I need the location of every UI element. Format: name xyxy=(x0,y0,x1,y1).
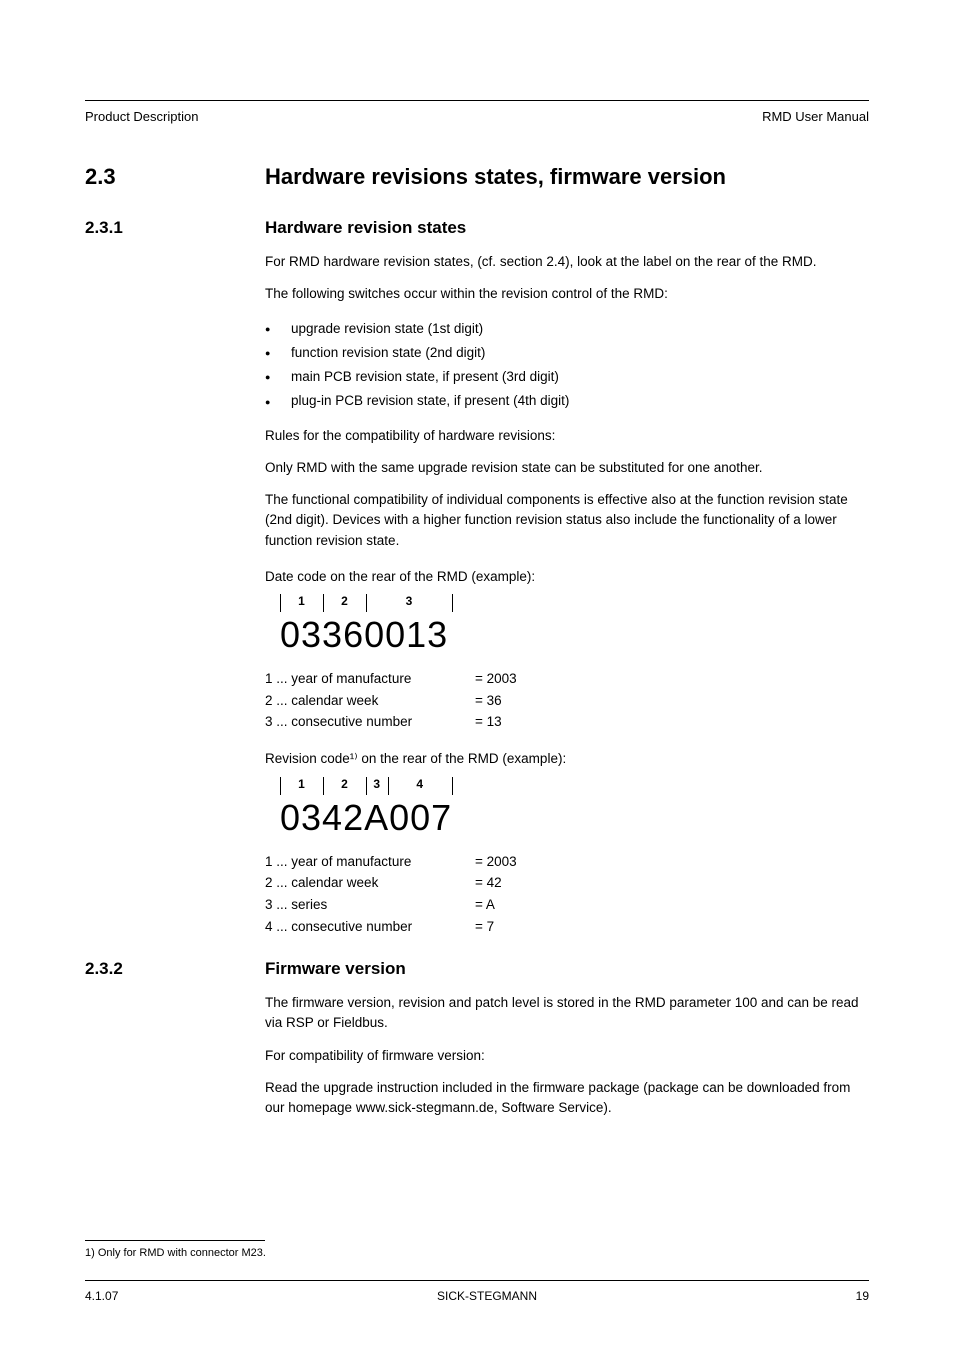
legend-left: 3 ... consecutive number xyxy=(265,711,455,733)
subsection-2-heading: 2.3.2Firmware version xyxy=(85,959,869,979)
legend-right: = 42 xyxy=(475,872,502,894)
sub2-compat-text: Read the upgrade instruction included in… xyxy=(265,1078,869,1119)
legend-right: = 13 xyxy=(475,711,502,733)
subsection-2-number: 2.3.2 xyxy=(85,959,265,979)
segment-tick xyxy=(452,594,453,612)
section-number: 2.3 xyxy=(85,164,265,190)
rev-code-label: Revision code¹⁾ on the rear of the RMD (… xyxy=(265,751,869,767)
subsection-1-title: Hardware revision states xyxy=(265,218,466,237)
subsection-1-number: 2.3.1 xyxy=(85,218,265,238)
legend-row: 2 ... calendar week = 36 xyxy=(265,690,869,712)
list-item: upgrade revision state (1st digit) xyxy=(265,317,869,341)
sub2-text: The firmware version, revision and patch… xyxy=(265,993,869,1034)
switches-list: upgrade revision state (1st digit) funct… xyxy=(265,317,869,414)
sub1-intro: For RMD hardware revision states, (cf. s… xyxy=(265,252,869,272)
sub1-switches-intro: The following switches occur within the … xyxy=(265,284,869,304)
footnote: 1) Only for RMD with connector M23. xyxy=(85,1240,869,1259)
rule-1: Only RMD with the same upgrade revision … xyxy=(265,458,869,478)
rev-code-legend: 1 ... year of manufacture= 20032 ... cal… xyxy=(265,851,869,937)
footer-right: 19 xyxy=(856,1289,869,1303)
legend-row: 1 ... year of manufacture = 2003 xyxy=(265,668,869,690)
date-code-legend: 1 ... year of manufacture= 20032 ... cal… xyxy=(265,668,869,733)
legend-left: 4 ... consecutive number xyxy=(265,916,455,938)
section-title: Hardware revisions states, firmware vers… xyxy=(265,164,726,189)
list-item: plug-in PCB revision state, if present (… xyxy=(265,389,869,413)
list-item: main PCB revision state, if present (3rd… xyxy=(265,365,869,389)
footer-center: SICK-STEGMANN xyxy=(437,1289,537,1303)
header-row: Product Description RMD User Manual xyxy=(85,109,869,124)
date-code-value: 03360013 xyxy=(280,614,448,656)
legend-row: 4 ... consecutive number = 7 xyxy=(265,916,869,938)
subsection-2-title: Firmware version xyxy=(265,959,406,978)
subsection-1-heading: 2.3.1Hardware revision states xyxy=(85,218,869,238)
date-code-diagram: 123 03360013 xyxy=(280,590,869,660)
sub2-compat-heading: For compatibility of firmware version: xyxy=(265,1046,869,1066)
legend-left: 3 ... series xyxy=(265,894,455,916)
header-left: Product Description xyxy=(85,109,198,124)
legend-row: 1 ... year of manufacture = 2003 xyxy=(265,851,869,873)
segment-label: 3 xyxy=(366,594,452,608)
section-heading: 2.3Hardware revisions states, firmware v… xyxy=(85,164,869,190)
legend-right: = 2003 xyxy=(475,668,517,690)
list-item: function revision state (2nd digit) xyxy=(265,341,869,365)
legend-right: = A xyxy=(475,894,495,916)
rule-2: The functional compatibility of individu… xyxy=(265,490,869,551)
rev-code-value: 0342A007 xyxy=(280,797,452,839)
legend-right: = 36 xyxy=(475,690,502,712)
legend-left: 2 ... calendar week xyxy=(265,872,455,894)
segment-label: 4 xyxy=(388,777,453,791)
date-code-label: Date code on the rear of the RMD (exampl… xyxy=(265,569,869,584)
segment-label: 3 xyxy=(366,777,388,791)
rev-code-diagram: 1234 0342A007 xyxy=(280,773,869,843)
segment-label: 2 xyxy=(323,777,366,791)
header-rule xyxy=(85,100,869,101)
legend-right: = 2003 xyxy=(475,851,517,873)
footer-rule xyxy=(85,1280,869,1281)
segment-tick xyxy=(452,777,453,795)
legend-left: 2 ... calendar week xyxy=(265,690,455,712)
footer-row: 4.1.07 SICK-STEGMANN 19 xyxy=(85,1289,869,1303)
legend-left: 1 ... year of manufacture xyxy=(265,851,455,873)
footnote-text: 1) Only for RMD with connector M23. xyxy=(85,1247,266,1259)
segment-label: 2 xyxy=(323,594,366,608)
header-right: RMD User Manual xyxy=(762,109,869,124)
rules-heading: Rules for the compatibility of hardware … xyxy=(265,426,869,446)
legend-left: 1 ... year of manufacture xyxy=(265,668,455,690)
segment-label: 1 xyxy=(280,594,323,608)
legend-row: 3 ... series = A xyxy=(265,894,869,916)
legend-row: 3 ... consecutive number = 13 xyxy=(265,711,869,733)
legend-right: = 7 xyxy=(475,916,494,938)
legend-row: 2 ... calendar week = 42 xyxy=(265,872,869,894)
footnote-rule xyxy=(85,1240,265,1241)
segment-label: 1 xyxy=(280,777,323,791)
footer-left: 4.1.07 xyxy=(85,1289,118,1303)
